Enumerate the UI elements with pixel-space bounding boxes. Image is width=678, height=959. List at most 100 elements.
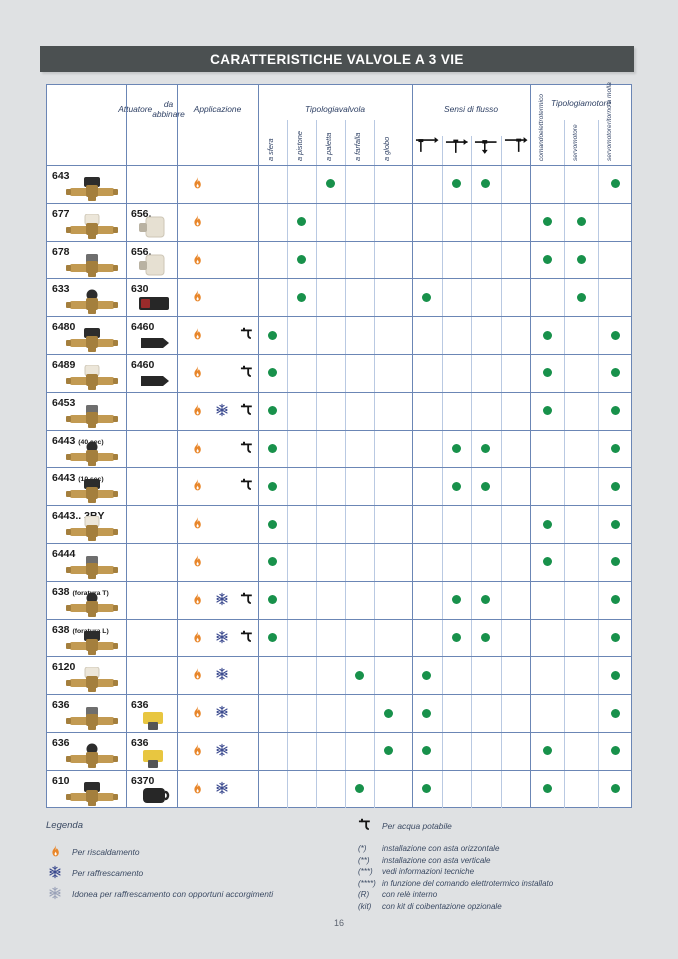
actuator-image-14 [135,706,175,732]
row-divider-3 [46,278,632,279]
group-divider-4 [530,84,531,808]
dot-motor-0-row-4 [542,330,552,340]
column-header-flow-direction-1 [414,135,440,155]
dot-motor-0-row-6 [542,406,552,416]
actuator-code-4: 6460 [131,321,155,334]
dot-motor-0-row-16 [542,784,552,794]
flame-icon-row-4 [190,327,206,343]
snowflake-icon-row-12 [215,630,231,646]
flame-icon-row-9 [190,516,206,532]
flame-icon-row-6 [190,403,206,419]
dot-flow-0-row-13 [422,670,432,680]
group-divider-1 [177,84,178,808]
valve-col-divider-3 [345,120,346,808]
row-code-main: 6120 [52,661,76,674]
dot-valve-4-row-14 [384,708,393,718]
row-divider-9 [46,505,632,506]
dot-valve-0-row-7 [268,444,277,453]
column-header-valve-1: a pistone [295,131,304,161]
dot-valve-0-row-8 [268,481,277,491]
dot-flow-1-row-8 [451,481,461,491]
dot-valve-3-row-13 [355,670,364,680]
row-code-main: 678 [52,245,70,258]
flame-icon-row-15 [190,743,206,759]
row-divider-8 [46,467,632,468]
actuator-code-14: 636 [131,699,149,712]
dot-motor-2-row-4 [610,330,620,340]
group-divider-2 [258,84,259,808]
footnote-mark-5: (kit) [358,902,372,911]
dot-motor-0-row-5 [542,368,552,378]
dot-motor-2-row-5 [610,368,620,378]
product-image-8 [64,478,120,504]
footnote-mark-2: (***) [358,867,373,877]
snowflake-icon-row-6 [215,403,231,419]
page-title: CARATTERISTICHE VALVOLE A 3 VIE [40,46,634,72]
row-code-1: 677 [52,208,70,220]
flame-icon-row-1 [190,214,206,230]
dot-motor-2-row-0 [610,179,620,189]
dot-flow-1-row-11 [451,595,461,605]
footnote-mark-4: (R) [358,890,370,900]
product-image-5 [64,365,120,391]
actuator-image-3 [135,290,175,316]
dot-motor-1-row-2 [576,255,586,264]
dot-motor-2-row-11 [610,595,620,605]
row-code-main: 636 [52,737,70,749]
flame-icon-row-12 [190,630,206,646]
dot-flow-1-row-7 [451,444,461,453]
column-header-valve-0: a sfera [266,138,275,161]
actuator-code-15: 636 [131,737,149,749]
product-image-15 [64,743,120,769]
dot-flow-0-row-14 [422,708,432,718]
group-header-tipologia-motore: Tipologia motore [551,97,611,108]
dot-motor-2-row-14 [610,708,620,718]
row-code-2: 678 [52,246,70,258]
dot-valve-1-row-1 [297,217,306,227]
product-image-10 [64,554,120,580]
faucet-icon-row-6 [240,403,256,419]
dot-flow-2-row-12 [481,633,491,642]
row-divider-5 [46,354,632,355]
row-divider-4 [46,316,632,317]
footnote-text-4: con relè interno [382,890,438,900]
row-code-main: 6443 [52,472,76,485]
row-divider-12 [46,619,632,620]
dot-motor-2-row-15 [610,746,620,756]
row-divider-11 [46,581,632,582]
dot-flow-2-row-8 [481,481,491,491]
footnote-text-2: vedi informazioni tecniche [382,867,475,877]
row-divider-13 [46,656,632,657]
row-code-main: 633 [52,283,70,296]
group-divider-3 [412,84,413,808]
valve-characteristics-table: Attuatore da abbinare Applicazione Tipologi… [46,83,632,808]
faucet-icon [358,818,374,834]
row-divider-2 [46,241,632,242]
row-divider-14 [46,694,632,695]
footnote-text-0: installazione con asta orizzontale [382,844,500,853]
dot-motor-2-row-13 [610,670,620,680]
footnote-mark-3: (****) [358,878,376,888]
row-code-13: 6120 [52,661,75,673]
dot-flow-0-row-15 [422,746,432,756]
product-image-12 [64,630,120,656]
dot-valve-0-row-10 [268,557,277,567]
dot-flow-2-row-0 [481,179,491,189]
flame-icon-row-14 [190,705,206,721]
footnote-text-1: installazione con asta verticale [382,855,491,865]
row-code-main: 610 [52,774,70,787]
dot-flow-1-row-12 [451,633,461,642]
row-code-main: 6453 [52,396,76,409]
row-divider-1 [46,203,632,204]
dot-valve-0-row-9 [268,519,277,529]
row-code-main: 636 [52,699,70,712]
flame-icon-row-8 [190,478,206,494]
column-header-valve-4: a globo [382,136,391,161]
row-divider-15 [46,732,632,733]
actuator-code-16: 6370 [131,774,155,787]
legend-right-text-0: Per acqua potabile [382,821,452,831]
snowflake-icon-row-15 [215,743,231,759]
column-header-motor-0: comando elettrotermico [538,93,545,161]
row-code-4: 6480 [52,321,75,333]
flame-icon-row-3 [190,289,206,305]
